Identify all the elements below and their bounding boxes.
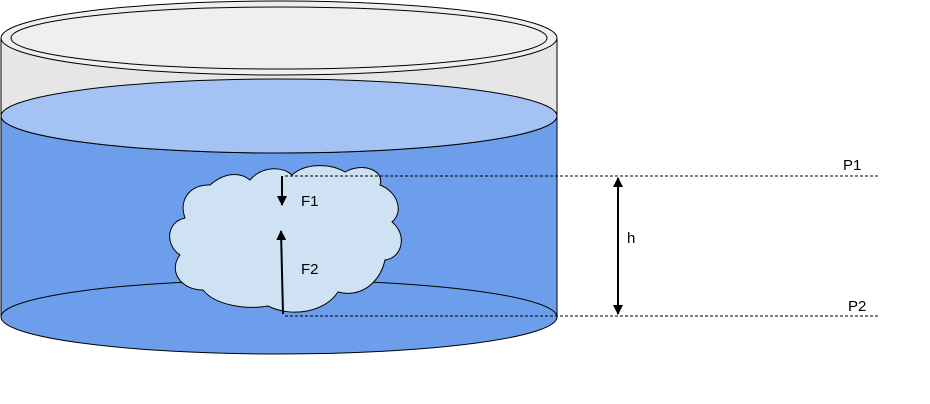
p2-label: P2 [848,298,866,315]
container-rim-outer [0,0,558,76]
container-rim-inner [10,6,548,70]
f1-label: F1 [301,193,319,210]
f2-force-arrow [276,230,287,315]
f2-label: F2 [301,261,319,278]
p1-label: P1 [843,157,861,174]
liquid-surface [0,78,558,154]
h-label: h [627,230,635,247]
